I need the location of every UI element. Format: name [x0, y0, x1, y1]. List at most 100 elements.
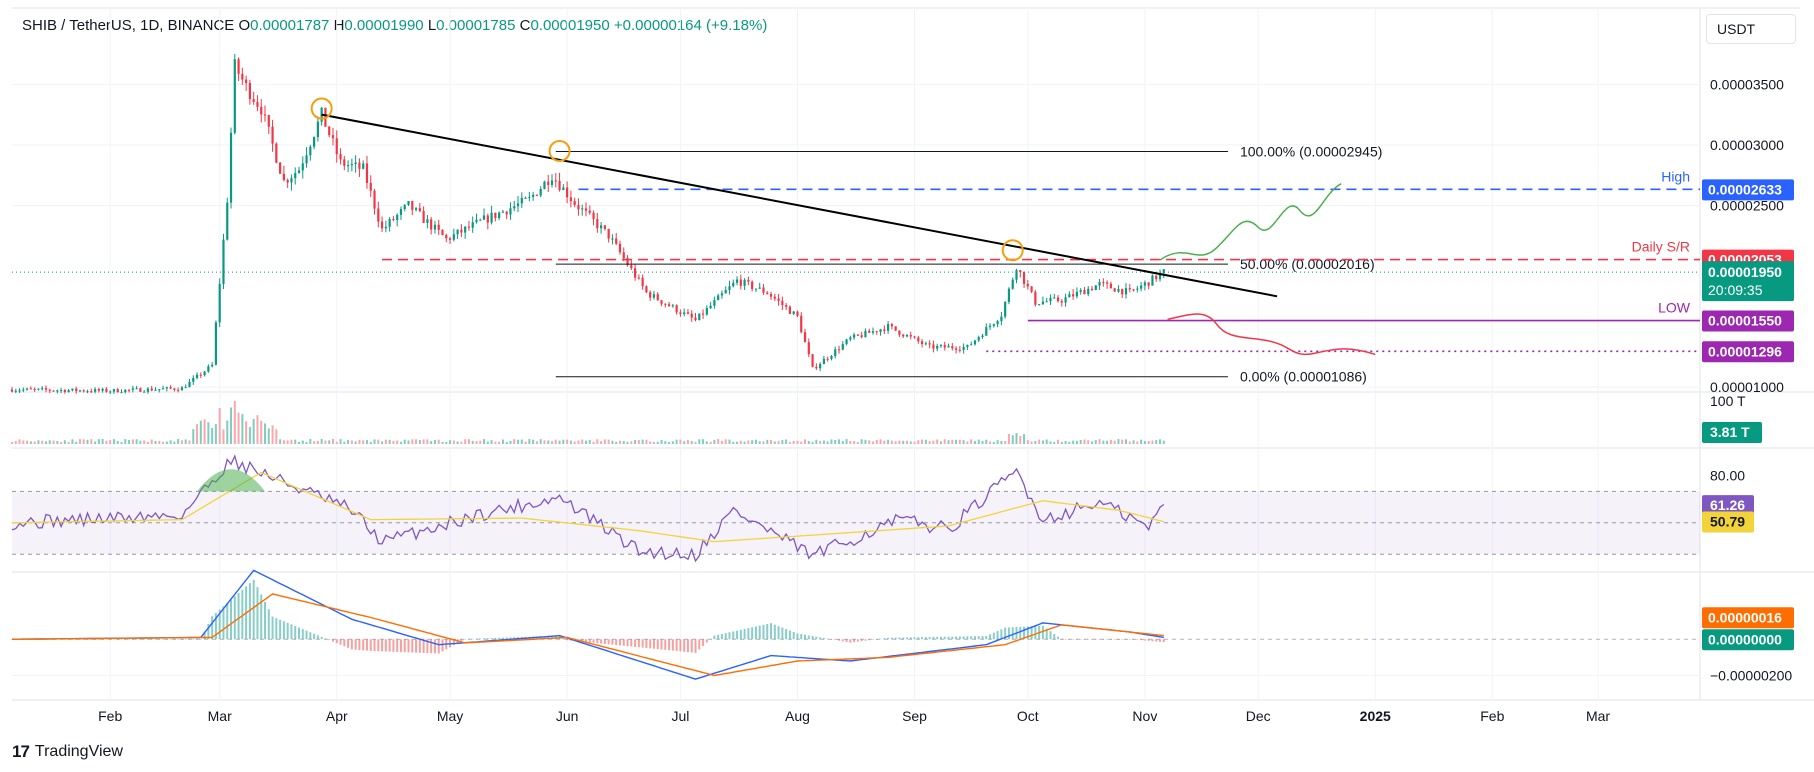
candle: [1143, 280, 1146, 291]
volume-bar: [282, 440, 285, 444]
macd-histogram-bar: [267, 609, 270, 640]
candle: [845, 338, 848, 346]
volume-bar: [369, 441, 372, 444]
macd-histogram-bar: [1117, 639, 1120, 640]
time-axis-label: Mar: [208, 708, 232, 724]
candle-body: [211, 364, 214, 367]
volume-bar: [184, 439, 187, 444]
candle: [369, 175, 372, 197]
macd-histogram-bar: [188, 639, 191, 640]
candle-body: [192, 378, 195, 382]
time-axis-label: 2025: [1360, 708, 1391, 724]
macd-histogram-bar: [1064, 639, 1067, 640]
candle: [237, 57, 240, 82]
volume-bar: [1102, 440, 1105, 444]
volume-bar: [1091, 441, 1094, 444]
macd-histogram-bar: [415, 639, 418, 653]
candle-body: [1158, 273, 1162, 280]
macd-histogram-bar: [301, 629, 304, 640]
close-label: C: [519, 17, 531, 34]
macd-histogram-bar: [199, 639, 202, 640]
macd-histogram-bar: [86, 639, 89, 640]
volume-bar: [1098, 439, 1101, 444]
candle: [29, 386, 32, 390]
time-axis-label: Oct: [1017, 708, 1039, 724]
candle: [97, 387, 100, 393]
candle-body: [724, 289, 727, 294]
candle-body: [127, 389, 131, 391]
candle: [584, 202, 588, 217]
candle-body: [150, 388, 153, 391]
candle: [1113, 287, 1116, 292]
candle: [815, 363, 818, 370]
symbol-legend: SHIB / TetherUS, 1D, BINANCE O0.00001787…: [22, 17, 767, 34]
candle: [539, 186, 542, 198]
candle-body: [399, 209, 403, 215]
macd-histogram-bar: [1125, 639, 1128, 640]
candle: [603, 225, 606, 231]
candle: [615, 233, 618, 246]
candle-body: [180, 387, 184, 391]
volume-bar: [407, 440, 410, 444]
volume-bar: [1075, 440, 1078, 444]
volume-bar: [834, 439, 837, 444]
tradingview-logo-text: TradingView: [34, 743, 123, 760]
volume-bar: [226, 420, 229, 444]
macd-histogram-bar: [128, 639, 131, 640]
candle-body: [611, 238, 614, 240]
macd-histogram-bar: [1079, 639, 1082, 640]
candle-body: [871, 331, 875, 333]
candle: [924, 341, 927, 346]
volume-bar: [18, 439, 21, 444]
candle-body: [1038, 304, 1041, 306]
candle: [18, 388, 21, 394]
volume-bar: [804, 439, 807, 444]
volume-bar: [483, 439, 486, 444]
candle: [188, 378, 191, 388]
macd-histogram-bar: [1128, 639, 1131, 640]
candle-body: [1113, 288, 1116, 292]
candle-body: [124, 389, 127, 393]
volume-bar: [713, 439, 716, 444]
macd-histogram-bar: [592, 639, 595, 643]
candle-body: [985, 327, 988, 336]
macd-histogram-bar: [754, 626, 757, 640]
candle: [195, 372, 199, 380]
macd-histogram-bar: [943, 636, 946, 640]
candle-body: [369, 183, 372, 191]
candle-body: [558, 180, 561, 190]
macd-histogram-bar: [792, 631, 795, 640]
macd-histogram-bar: [845, 639, 848, 642]
candle-body: [713, 300, 716, 306]
volume-bar: [592, 441, 595, 444]
currency-button[interactable]: USDT: [1706, 14, 1796, 44]
candle-body: [1098, 282, 1101, 286]
candle-body: [973, 340, 977, 345]
candle: [781, 296, 784, 311]
macd-histogram-bar: [105, 639, 108, 640]
volume-bar: [921, 439, 924, 444]
candle-body: [920, 341, 924, 344]
candle: [52, 390, 55, 392]
candle: [735, 276, 739, 286]
macd-histogram-bar: [1094, 639, 1097, 640]
candle: [350, 158, 353, 172]
candle: [679, 309, 682, 317]
candle-body: [841, 344, 844, 350]
volume-bar: [841, 440, 844, 444]
macd-histogram-bar: [966, 636, 969, 640]
candle: [588, 205, 591, 215]
candle-body: [656, 294, 659, 301]
macd-histogram-bar: [600, 639, 603, 644]
macd-histogram-bar: [313, 633, 316, 640]
volume-bar: [664, 441, 667, 444]
candle: [1030, 286, 1033, 294]
candle-body: [1053, 297, 1056, 299]
volume-bar: [256, 415, 259, 444]
candle: [384, 220, 387, 233]
macd-histogram-bar: [426, 639, 429, 654]
macd-histogram-bar: [717, 634, 720, 640]
macd-histogram-bar: [1026, 626, 1029, 640]
macd-histogram-bar: [939, 636, 942, 640]
